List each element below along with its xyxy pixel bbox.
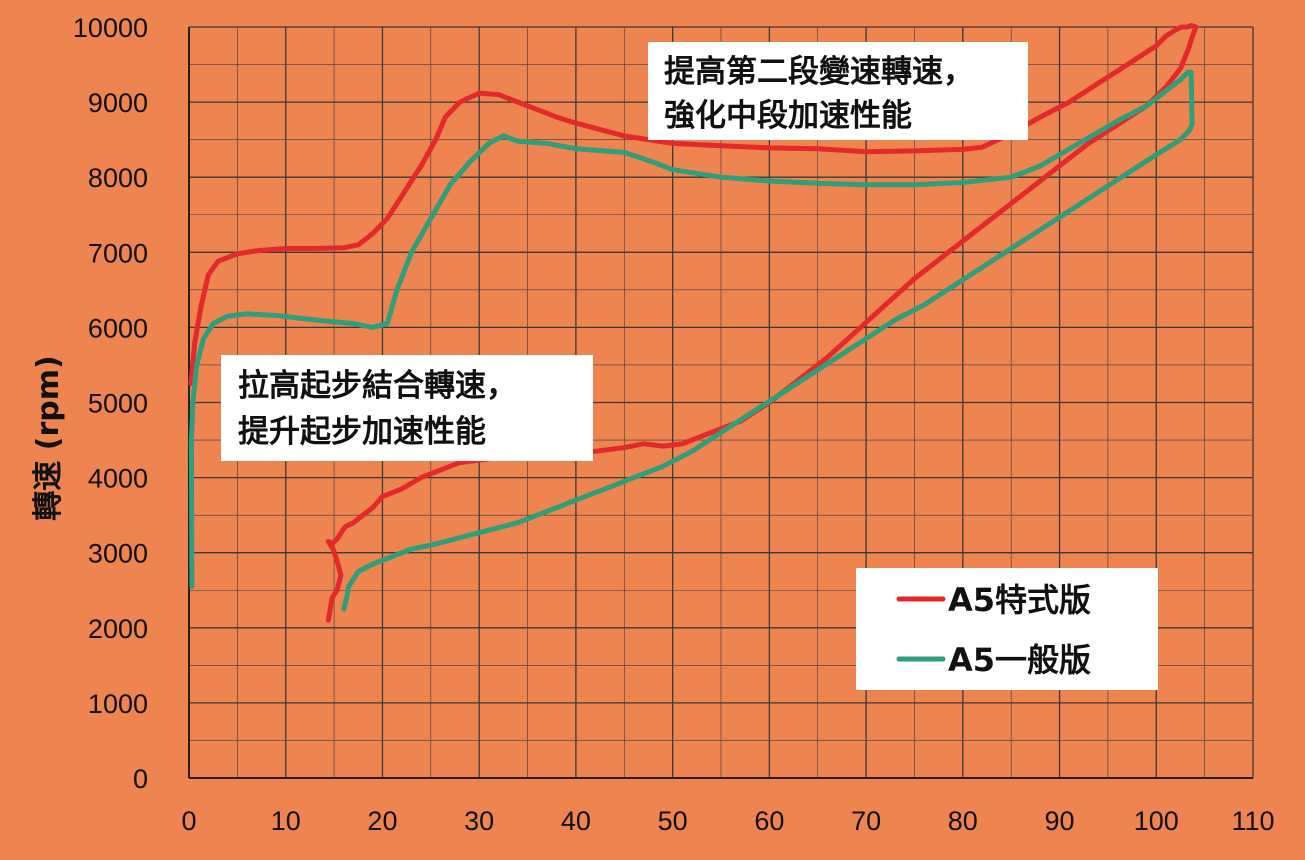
y-tick-label: 8000 <box>88 163 148 193</box>
x-tick-label: 70 <box>851 806 881 836</box>
annotation-launch-speed-line1: 拉高起步結合轉速， <box>238 368 517 404</box>
y-tick-label: 6000 <box>88 313 148 343</box>
y-axis-label: 轉速 (rpm) <box>31 355 66 520</box>
axes <box>188 27 1253 779</box>
annotation-box-launch-speed-bg <box>221 355 593 461</box>
x-tick-label: 110 <box>1231 806 1274 836</box>
annotation-box-shift-speed-bg <box>648 42 1028 140</box>
series-line-a5-special <box>188 23 1199 623</box>
y-tick-labels: 0 1000 2000 3000 4000 5000 6000 7000 8000 9000 100… <box>73 13 148 794</box>
x-tick-label: 20 <box>367 806 397 836</box>
x-tick-label: 10 <box>271 806 301 836</box>
legend-label-a5-standard: A5一般版 <box>948 641 1091 679</box>
series-line-a5-standard <box>188 69 1195 612</box>
x-tick-label: 100 <box>1134 806 1179 836</box>
x-tick-label: 60 <box>754 806 784 836</box>
y-tick-label: 5000 <box>88 389 148 419</box>
x-tick-label: 30 <box>464 806 494 836</box>
y-tick-label: 10000 <box>73 13 148 43</box>
legend-box <box>856 568 1158 690</box>
annotation-box-shift-speed: 提高第二段變速轉速， 強化中段加速性能 <box>648 42 1028 140</box>
x-tick-label: 40 <box>561 806 591 836</box>
y-tick-label: 0 <box>133 764 148 794</box>
x-tick-labels: 0 10 20 30 40 50 60 70 80 90 100 110 <box>181 806 1274 836</box>
y-tick-label: 4000 <box>88 464 148 494</box>
legend-label-a5-special: A5特式版 <box>948 581 1091 619</box>
y-tick-label: 2000 <box>88 614 148 644</box>
annotation-launch-speed-line2: 提升起步加速性能 <box>238 414 486 450</box>
y-tick-label: 7000 <box>88 238 148 268</box>
annotation-shift-speed-line2: 強化中段加速性能 <box>664 98 912 134</box>
annotation-shift-speed-line1: 提高第二段變速轉速， <box>664 54 974 90</box>
series-lines <box>188 23 1199 623</box>
annotation-box-launch-speed: 拉高起步結合轉速， 提升起步加速性能 <box>221 355 593 461</box>
y-tick-label: 3000 <box>88 539 148 569</box>
x-tick-label: 0 <box>181 806 196 836</box>
x-tick-label: 50 <box>658 806 688 836</box>
y-tick-label: 9000 <box>88 88 148 118</box>
legend: A5特式版 A5一般版 <box>856 568 1158 690</box>
y-tick-label: 1000 <box>88 689 148 719</box>
x-tick-label: 90 <box>1045 806 1075 836</box>
x-tick-label: 80 <box>948 806 978 836</box>
